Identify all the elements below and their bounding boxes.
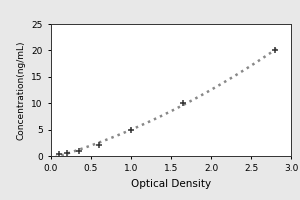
X-axis label: Optical Density: Optical Density [131,179,211,189]
Y-axis label: Concentration(ng/mL): Concentration(ng/mL) [16,40,26,140]
